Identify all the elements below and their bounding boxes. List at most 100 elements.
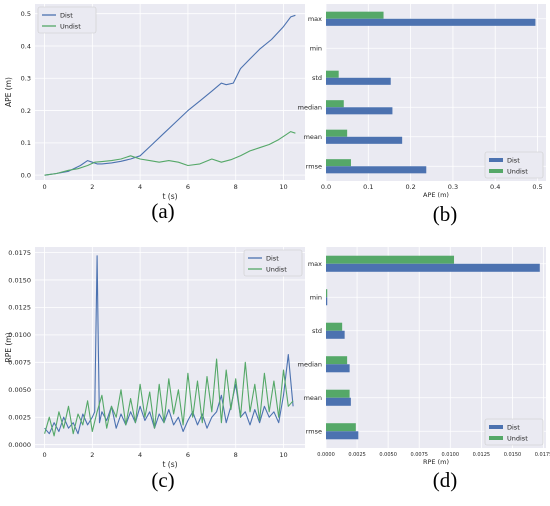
d-x-axis-label: RPE (m) (423, 458, 449, 466)
c-legend-label-undist: Undist (266, 265, 287, 273)
a-plot-area (35, 4, 305, 180)
c-y-tick-label: 0.0025 (8, 414, 31, 422)
b-bar-dist-max (326, 18, 536, 26)
b-category-label-max: max (308, 15, 322, 23)
panel-label-d: (d) (433, 468, 458, 492)
b-x-tick-label: 0.3 (448, 183, 458, 191)
a-x-tick-label: 6 (186, 183, 190, 191)
d-bar-dist-mean (326, 397, 351, 406)
c-x-tick-label: 6 (186, 451, 190, 459)
c-y-tick-label: 0.0075 (8, 359, 31, 367)
c-x-tick-label: 8 (234, 451, 238, 459)
d-bar-undist-median (326, 356, 348, 365)
panel-c-rpe-line-chart: 0 2 4 6 8 10 0.0000 0.0025 0.0050 0.0075 0.0100 0.0… (4, 247, 305, 469)
b-category-label-min: min (310, 45, 322, 53)
d-bar-undist-max (326, 255, 455, 264)
b-category-label-mean: mean (304, 133, 322, 141)
panel-label-c: (c) (151, 468, 174, 492)
panel-label-b: (b) (433, 202, 458, 226)
b-category-label-median: median (298, 104, 322, 112)
c-x-tick-label: 10 (279, 451, 287, 459)
d-x-tick-label: 0.0175 (535, 452, 550, 458)
d-x-tick-label: 0.0125 (473, 452, 491, 458)
a-series-dist (44, 14, 296, 176)
b-plot-area (326, 4, 546, 181)
b-bar-dist-std (326, 77, 391, 85)
d-bar-dist-median (326, 364, 350, 373)
d-bar-undist-rmse (326, 423, 356, 432)
c-x-tick-label: 2 (90, 451, 94, 459)
a-x-tick-label: 2 (90, 183, 94, 191)
b-bar-undist-std (326, 70, 339, 78)
d-bar-dist-rmse (326, 431, 359, 440)
b-x-tick-label: 0.4 (490, 183, 500, 191)
c-series-undist (44, 358, 294, 437)
a-y-tick-label: 0.0 (21, 171, 31, 179)
b-bar-dist-rmse (326, 166, 427, 174)
b-bar-dist-mean (326, 136, 403, 144)
a-y-axis-label: APE (m) (4, 77, 13, 107)
d-bar-dist-std (326, 330, 345, 339)
d-bar-undist-mean (326, 389, 350, 398)
c-y-tick-label: 0.0125 (8, 304, 31, 312)
d-category-label-mean: mean (304, 394, 322, 402)
b-bar-undist-max (326, 11, 384, 19)
c-plot-area (35, 247, 305, 448)
panel-d-rpe-bar-chart: 0.0000 0.0025 0.0050 0.0075 0.0100 0.0125 0.01… (298, 247, 550, 466)
d-category-label-rmse: rmse (306, 428, 322, 436)
a-y-tick-label: 0.3 (21, 75, 31, 83)
panel-b-ape-bar-chart: 0.0 0.1 0.2 0.3 0.4 0.5 max min std median mean rms… (298, 4, 546, 199)
c-x-tick-label: 4 (138, 451, 142, 459)
b-x-tick-label: 0.0 (321, 183, 331, 191)
d-x-tick-label: 0.0000 (317, 452, 335, 458)
d-x-tick-label: 0.0100 (442, 452, 460, 458)
a-x-tick-label: 8 (234, 183, 238, 191)
d-category-label-min: min (310, 294, 322, 302)
d-legend-label-dist: Dist (507, 423, 520, 431)
d-plot-area (326, 247, 546, 448)
c-y-tick-label: 0.0100 (8, 331, 31, 339)
a-x-tick-label: 4 (138, 183, 142, 191)
d-x-tick-label: 0.0075 (410, 452, 428, 458)
a-y-tick-label: 0.5 (21, 10, 31, 18)
c-x-tick-label: 0 (42, 451, 46, 459)
c-y-tick-label: 0.0150 (8, 276, 31, 284)
c-y-axis-label: RPE (m) (4, 332, 13, 362)
d-bar-dist-min (326, 297, 328, 306)
d-category-label-max: max (308, 260, 322, 268)
b-x-tick-label: 0.2 (405, 183, 415, 191)
b-x-axis-label: APE (m) (423, 191, 449, 199)
c-y-tick-label: 0.0175 (8, 249, 31, 257)
d-bar-dist-max (326, 263, 540, 272)
c-x-axis-label: t (s) (162, 460, 177, 469)
d-x-tick-label: 0.0050 (379, 452, 397, 458)
b-x-tick-label: 0.1 (363, 183, 373, 191)
d-category-label-std: std (312, 327, 322, 335)
c-y-tick-label: 0.0000 (8, 441, 31, 449)
d-x-tick-label: 0.0025 (348, 452, 366, 458)
b-bar-undist-rmse (326, 159, 351, 167)
a-y-tick-label: 0.1 (21, 139, 31, 147)
a-y-tick-label: 0.2 (21, 107, 31, 115)
c-series-dist (44, 255, 294, 435)
d-bar-undist-min (326, 289, 328, 298)
b-category-label-std: std (312, 74, 322, 82)
d-bar-undist-std (326, 322, 343, 331)
d-x-tick-label: 0.0150 (504, 452, 522, 458)
b-x-tick-label: 0.5 (532, 183, 542, 191)
a-x-axis-label: t (s) (162, 192, 177, 201)
b-bar-undist-mean (326, 129, 348, 137)
a-y-tick-label: 0.4 (21, 42, 31, 50)
a-legend-label-dist: Dist (60, 11, 73, 19)
a-series-undist (44, 131, 296, 176)
b-legend-label-dist: Dist (507, 156, 520, 164)
b-bar-dist-median (326, 107, 393, 115)
b-category-label-rmse: rmse (306, 163, 322, 171)
a-x-tick-label: 0 (42, 183, 46, 191)
c-legend-label-dist: Dist (266, 254, 279, 262)
a-legend-label-undist: Undist (60, 22, 81, 30)
panel-label-a: (a) (151, 199, 174, 223)
a-x-tick-label: 10 (279, 183, 287, 191)
d-legend-label-undist: Undist (507, 434, 528, 442)
